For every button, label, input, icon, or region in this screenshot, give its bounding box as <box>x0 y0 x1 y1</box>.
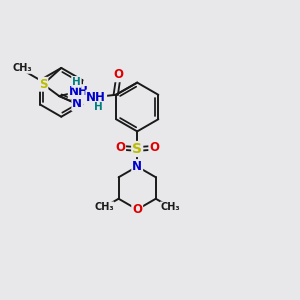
Text: CH₃: CH₃ <box>94 202 114 212</box>
Text: H: H <box>94 102 103 112</box>
Text: N: N <box>72 98 82 110</box>
Text: CH₃: CH₃ <box>161 202 180 212</box>
Text: O: O <box>115 141 125 154</box>
Text: N: N <box>132 160 142 173</box>
Text: NH: NH <box>69 85 88 98</box>
Text: CH₃: CH₃ <box>13 63 33 73</box>
Text: NH: NH <box>86 91 106 103</box>
Text: H: H <box>72 77 81 87</box>
Text: O: O <box>132 203 142 216</box>
Text: O: O <box>114 68 124 81</box>
Text: S: S <box>132 142 142 156</box>
Text: O: O <box>149 141 159 154</box>
Text: S: S <box>39 78 47 91</box>
